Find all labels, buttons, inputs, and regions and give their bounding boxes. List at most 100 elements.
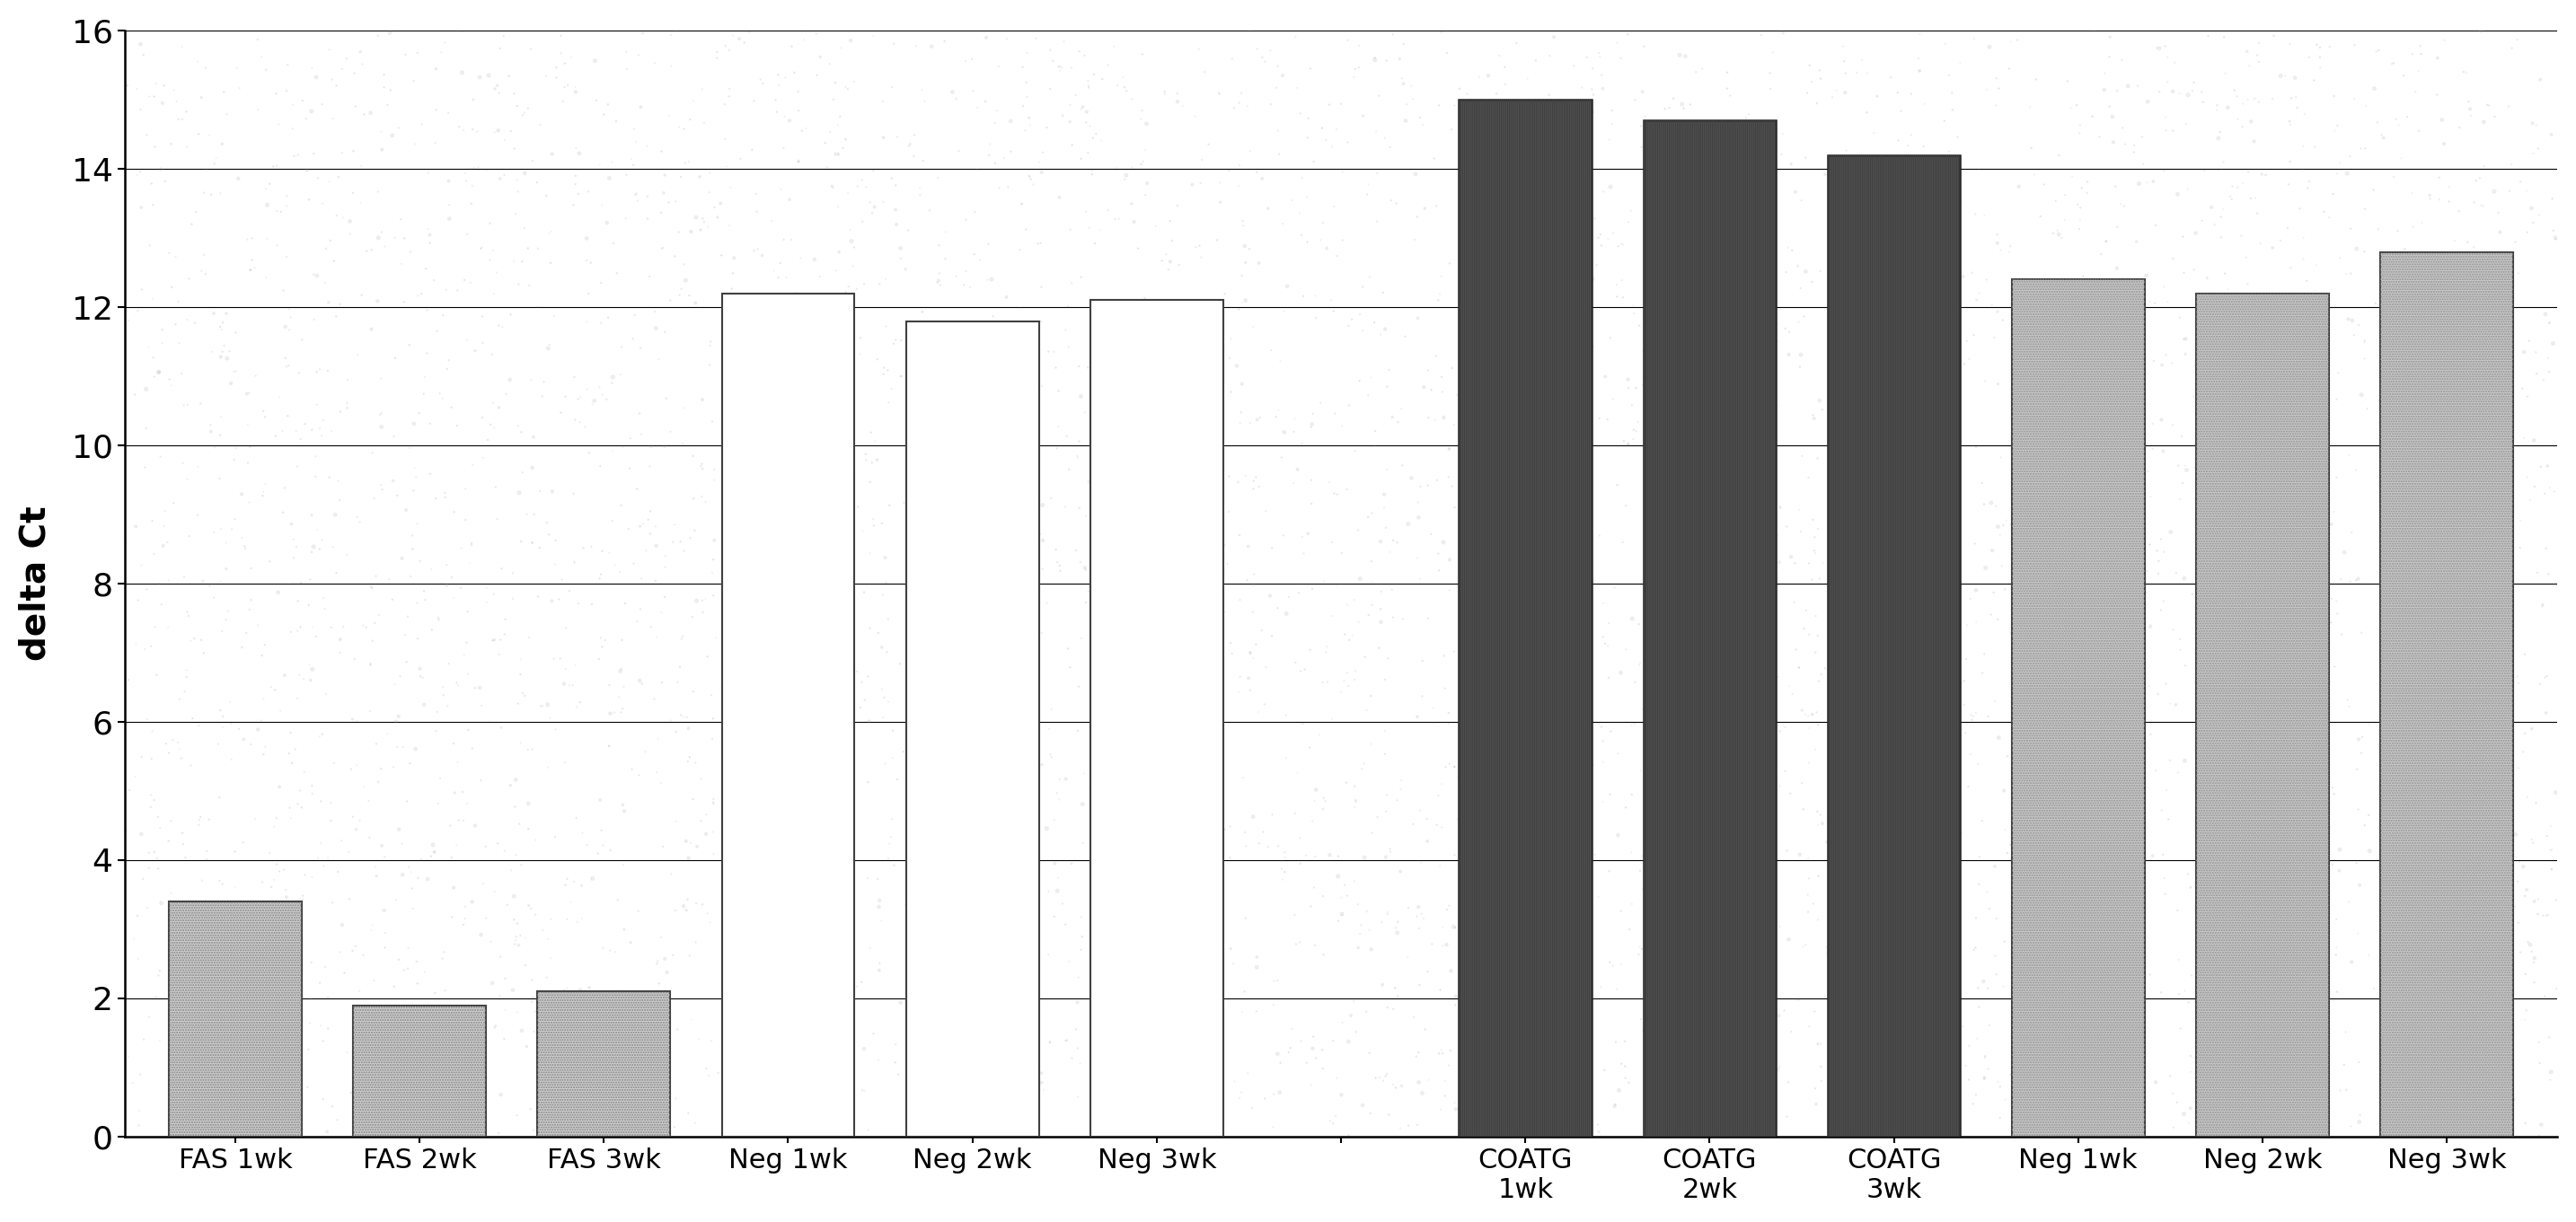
Point <box>2182 82 2223 101</box>
Point <box>551 48 592 67</box>
Point <box>299 359 340 379</box>
Point <box>1765 717 1806 737</box>
Point <box>2257 1015 2298 1035</box>
Point <box>891 770 933 789</box>
Point <box>167 269 209 288</box>
Point <box>1623 1020 1664 1040</box>
Point <box>1878 131 1919 150</box>
Point <box>245 60 286 79</box>
Point <box>2458 262 2499 281</box>
Point <box>2223 94 2264 114</box>
Point <box>366 95 407 115</box>
Point <box>1899 249 1940 269</box>
Point <box>1157 1099 1198 1118</box>
Point <box>1878 554 1919 573</box>
Point <box>1510 342 1551 362</box>
Point <box>227 453 268 473</box>
Point <box>2166 180 2208 199</box>
Point <box>1605 1057 1646 1077</box>
Point <box>2192 986 2233 1006</box>
Point <box>969 1125 1010 1145</box>
Point <box>577 843 618 863</box>
Point <box>2411 463 2452 483</box>
Point <box>590 704 631 723</box>
Point <box>1061 794 1103 814</box>
Point <box>829 1067 871 1086</box>
Point <box>1582 594 1623 613</box>
Point <box>1036 552 1077 572</box>
Point <box>2112 280 2154 299</box>
Point <box>1376 193 1417 213</box>
Point <box>165 957 206 976</box>
Point <box>538 589 580 609</box>
Point <box>860 912 902 931</box>
Point <box>1378 49 1419 68</box>
Point <box>533 827 574 847</box>
Point <box>2030 304 2071 324</box>
Point <box>170 755 211 775</box>
Point <box>788 1066 829 1085</box>
Point <box>1159 480 1200 500</box>
Point <box>1427 899 1468 919</box>
Point <box>1674 634 1716 654</box>
Point <box>144 734 185 754</box>
Point <box>1425 1086 1466 1106</box>
Point <box>1942 673 1984 693</box>
Point <box>1584 1061 1625 1080</box>
Point <box>1600 235 1641 254</box>
Point <box>2014 1124 2056 1144</box>
Point <box>1066 143 1108 163</box>
Point <box>546 875 587 895</box>
Point <box>1466 284 1507 303</box>
Point <box>737 406 778 425</box>
Point <box>659 117 701 137</box>
Point <box>675 521 716 540</box>
Point <box>1280 829 1321 848</box>
Bar <box>2380 252 2514 1136</box>
Point <box>778 152 819 171</box>
Point <box>1229 644 1270 664</box>
Point <box>198 734 240 754</box>
Point <box>1123 288 1164 308</box>
Point <box>2097 617 2138 637</box>
Point <box>902 606 943 626</box>
Point <box>2143 844 2184 864</box>
Point <box>1883 1090 1924 1110</box>
Point <box>2300 48 2342 67</box>
Point <box>2524 304 2566 324</box>
Point <box>1631 804 1672 824</box>
Point <box>2427 913 2468 932</box>
Point <box>2442 875 2483 895</box>
Point <box>1726 767 1767 787</box>
Point <box>1236 468 1278 488</box>
Point <box>294 310 335 330</box>
Point <box>2079 893 2120 913</box>
Point <box>353 915 394 935</box>
Point <box>2151 415 2192 435</box>
Point <box>1669 94 1710 114</box>
Point <box>201 342 242 362</box>
Point <box>1072 960 1113 980</box>
Point <box>708 803 750 822</box>
Point <box>2205 862 2246 881</box>
Point <box>1862 1118 1904 1138</box>
Point <box>134 842 175 862</box>
Point <box>299 419 340 439</box>
Point <box>2481 413 2522 433</box>
Point <box>1780 345 1821 364</box>
Point <box>979 364 1020 384</box>
Point <box>603 699 644 719</box>
Point <box>984 726 1025 745</box>
Point <box>477 121 518 141</box>
Point <box>1906 688 1947 708</box>
Point <box>1520 888 1561 908</box>
Point <box>1066 112 1108 132</box>
Point <box>528 224 569 243</box>
Point <box>1376 923 1417 942</box>
Point <box>397 1105 438 1124</box>
Point <box>2409 836 2450 855</box>
Point <box>2360 954 2401 974</box>
Point <box>685 824 726 843</box>
Point <box>201 874 242 893</box>
Point <box>994 331 1036 351</box>
